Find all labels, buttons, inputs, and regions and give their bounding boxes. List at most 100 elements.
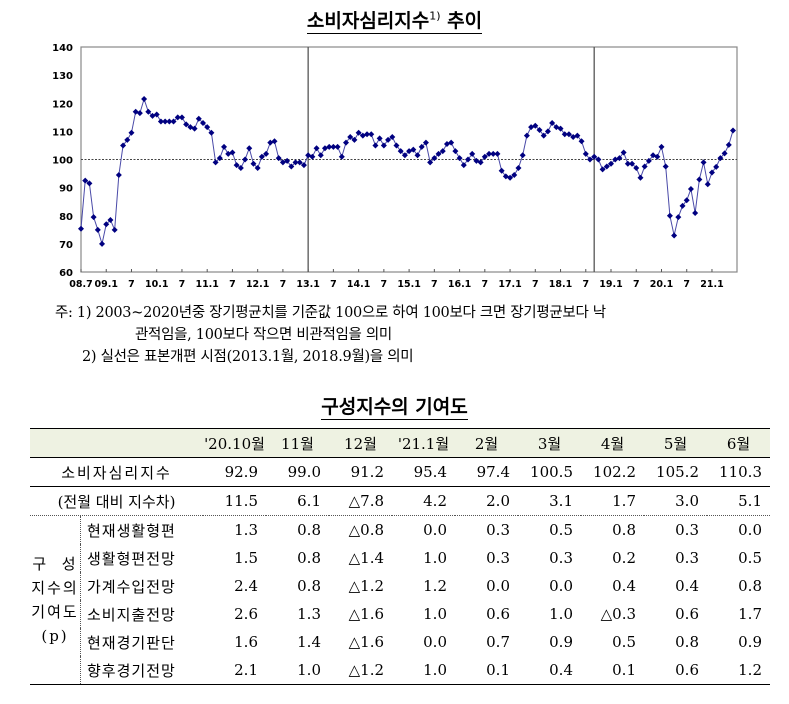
header-cell: 5월 [644,428,707,458]
data-point [355,129,362,136]
value-cell: 1.5 [234,549,258,567]
value-cell: 0.4 [612,577,636,595]
value-cell: 0.4 [675,577,699,595]
data-point [721,150,728,157]
value-cell: 0.1 [581,656,644,685]
table-row: 소비지출전망 2.6 1.3 △1.6 1.0 0.6 1.0 △0.3 0.6 1.7 [30,600,770,628]
data-point [595,156,602,163]
data-point [368,131,375,138]
y-tick-label: 70 [59,240,73,251]
table-row: 가계수입전망 2.4 0.8 △1.2 1.2 0.0 0.0 0.4 0.4 0.8 [30,572,770,600]
value-cell: 0.6 [486,605,510,623]
y-tick-label: 100 [52,156,73,167]
data-point [178,114,185,121]
x-tick-label: 08.7 [69,279,92,290]
value-cell: △1.2 [329,656,392,685]
x-tick-label: 7 [633,279,640,290]
value-cell: 0.0 [423,521,447,539]
x-tick-label: 7 [482,279,489,290]
data-point [153,111,160,118]
header-cell: '21.1월 [392,428,455,458]
data-point [195,115,202,122]
data-point [645,157,652,164]
data-point [246,145,253,152]
value-cell: 0.8 [738,577,762,595]
value-cell: 110.3 [707,457,770,487]
data-point [683,197,690,204]
value-cell: 102.2 [581,457,644,487]
data-point [183,121,190,128]
data-point [439,148,446,155]
value-cell: 0.0 [738,521,762,539]
data-point [389,134,396,140]
group-label-line: 기여도 [31,603,79,621]
value-cell: 0.4 [518,656,581,685]
data-point [666,212,673,219]
data-point [288,163,295,170]
data-point [679,202,686,209]
group-label-line: 지수의 [31,579,79,597]
value-cell: △1.2 [348,577,384,595]
data-point [263,150,270,157]
x-tick-label: 7 [330,279,337,290]
data-point [157,118,164,125]
x-tick-label: 7 [381,279,388,290]
data-point [191,125,198,132]
data-point [586,156,593,163]
chart-title-footnote: 1) [429,9,441,23]
value-cell: 0.2 [612,549,636,567]
data-point [86,180,93,187]
value-cell: △1.6 [348,605,384,623]
value-cell: 2.1 [203,656,266,685]
data-point [427,159,434,166]
data-point [498,167,505,174]
data-point [536,126,543,133]
data-point [309,153,316,160]
table-title: 구성지수의 기여도 [0,392,789,420]
value-cell: 3.1 [518,486,581,516]
data-point [313,145,320,152]
data-point [111,226,118,233]
row-label: (전월 대비 지수차) [30,486,203,516]
data-point [603,163,610,170]
data-point [477,159,484,166]
data-point [82,177,89,184]
data-point [616,155,623,162]
data-point [208,129,215,136]
data-point [364,131,371,138]
row-label: 생활형편전망 [87,549,176,568]
data-point [292,159,299,166]
row-label: 현재생활형편 [87,521,176,540]
data-point [296,159,303,166]
data-point [250,160,257,167]
value-cell: 0.7 [486,633,510,651]
data-point [385,136,392,143]
x-tick-label: 09.1 [95,279,118,290]
data-point [330,143,337,150]
data-point [242,156,249,163]
data-point [519,152,526,159]
table-row: 현재경기판단 1.6 1.4 △1.6 0.0 0.7 0.9 0.5 0.8 0.9 [30,628,770,656]
data-point [284,157,291,164]
data-point [334,143,341,150]
value-cell: 0.0 [549,577,573,595]
data-point [662,163,669,170]
x-tick-label: 7 [280,279,287,290]
data-point [418,143,425,150]
data-point [141,96,148,103]
x-tick-label: 10.1 [145,279,168,290]
group-label-line: (p) [41,627,69,645]
data-point [456,155,463,162]
row-label: 소비자심리지수 [30,457,203,487]
data-point [687,186,694,193]
value-cell: 0.1 [455,656,518,685]
value-cell: 1.3 [297,605,321,623]
value-cell: 0.8 [297,549,321,567]
data-point [343,139,350,146]
value-cell: 99.0 [266,457,329,487]
value-cell: △7.8 [329,486,392,516]
note-1: 주: 1) 2003~2020년중 장기평균치를 기준값 100으로 하여 10… [55,305,606,321]
data-point [124,136,131,143]
data-point [574,132,581,139]
